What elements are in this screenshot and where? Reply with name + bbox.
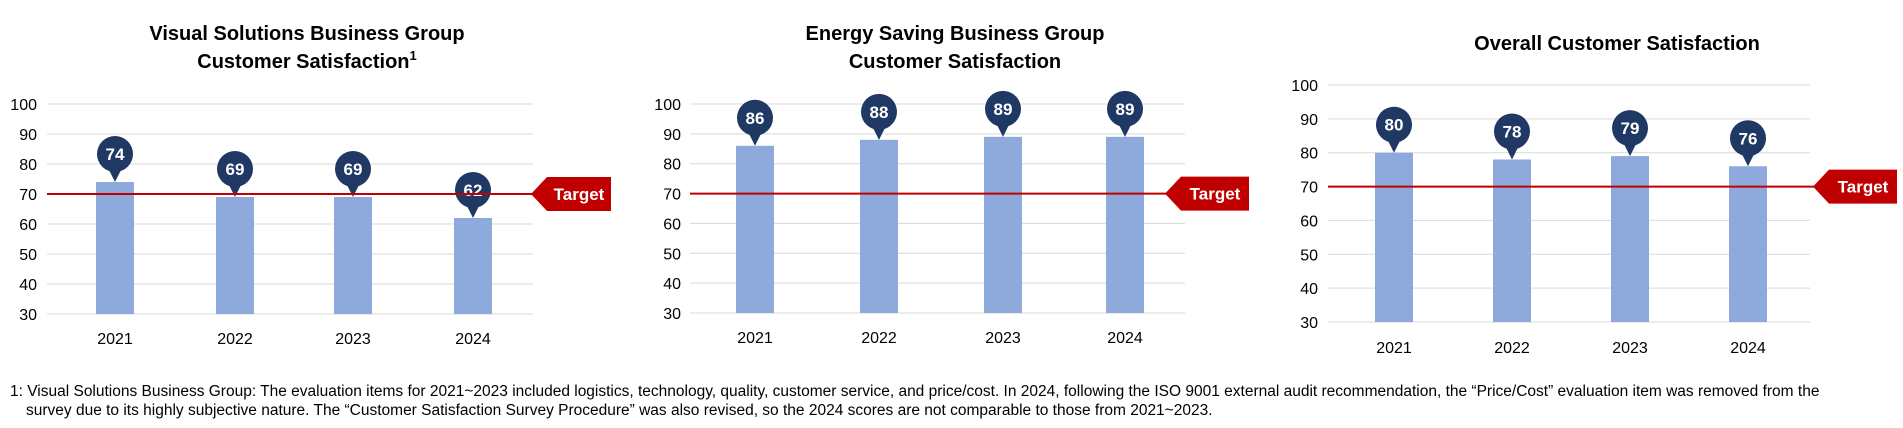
data-label: 76 [1739, 129, 1758, 148]
bar-2021 [96, 182, 134, 314]
value-bubble [985, 90, 1021, 127]
x-tick-label: 2021 [737, 330, 773, 347]
y-tick-label: 100 [654, 97, 681, 114]
bar-2022 [216, 197, 254, 314]
value-bubble [737, 99, 773, 136]
value-bubble [335, 151, 371, 187]
y-tick-label: 40 [19, 277, 37, 294]
x-tick-label: 2023 [335, 331, 371, 348]
value-bubble [1612, 110, 1648, 147]
y-tick-label: 100 [10, 97, 37, 114]
x-tick-label: 2024 [455, 331, 491, 348]
data-label: 62 [464, 181, 483, 200]
y-tick-label: 60 [1300, 213, 1318, 230]
y-tick-label: 30 [663, 306, 681, 323]
x-tick-label: 2023 [985, 330, 1021, 347]
value-bubble [861, 93, 897, 130]
x-tick-label: 2021 [1376, 340, 1412, 357]
x-tick-label: 2021 [97, 331, 133, 348]
footnote-line-2: survey due to its highly subjective natu… [26, 402, 1213, 419]
data-label: 86 [746, 109, 765, 128]
footnote-line-1: 1: Visual Solutions Business Group: The … [10, 383, 1820, 400]
bar-2021 [736, 145, 774, 313]
data-label: 69 [344, 160, 363, 179]
y-tick-label: 30 [19, 307, 37, 324]
y-tick-label: 40 [1300, 281, 1318, 298]
data-label: 88 [870, 103, 889, 122]
y-tick-label: 100 [1291, 78, 1318, 95]
data-label: 79 [1621, 119, 1640, 138]
data-label: 89 [994, 100, 1013, 119]
y-tick-label: 80 [19, 157, 37, 174]
y-tick-label: 70 [19, 187, 37, 204]
chart-title-line: Energy Saving Business Group [806, 23, 1105, 45]
target-arrow [531, 177, 611, 211]
target-label: Target [1838, 178, 1889, 197]
chart-title-line: Visual Solutions Business Group [149, 23, 464, 45]
y-tick-label: 90 [19, 127, 37, 144]
bar-2022 [860, 139, 898, 313]
chart-3: Overall Customer Satisfaction 30 40 50 60 70 8… [1291, 33, 1897, 357]
value-bubble [1730, 120, 1766, 157]
y-tick-label: 90 [1300, 112, 1318, 129]
chart-title-line: Customer Satisfaction1 [197, 48, 417, 73]
bar-2024 [1106, 136, 1144, 313]
y-tick-label: 80 [1300, 146, 1318, 163]
value-bubble [97, 136, 133, 172]
y-tick-label: 80 [663, 157, 681, 174]
bar-2021 [1375, 152, 1413, 322]
target-label: Target [1190, 185, 1241, 204]
x-tick-label: 2024 [1730, 340, 1766, 357]
value-bubble [1494, 113, 1530, 150]
title-superscript: 1 [410, 48, 417, 63]
y-tick-label: 50 [19, 247, 37, 264]
y-tick-label: 70 [1300, 180, 1318, 197]
data-label: 69 [226, 160, 245, 179]
y-tick-label: 50 [663, 246, 681, 263]
y-tick-label: 50 [1300, 247, 1318, 264]
chart-2: Energy Saving Business Group Customer Sat… [654, 23, 1249, 347]
y-tick-label: 30 [1300, 315, 1318, 332]
y-tick-label: 60 [663, 216, 681, 233]
y-tick-label: 70 [663, 187, 681, 204]
footnote: 1: Visual Solutions Business Group: The … [10, 382, 1895, 420]
chart-title-line: Customer Satisfaction [849, 51, 1061, 73]
data-label: 74 [106, 145, 125, 164]
x-tick-label: 2023 [1612, 340, 1648, 357]
value-bubble [1376, 106, 1412, 143]
value-bubble [217, 151, 253, 187]
bar-2023 [984, 136, 1022, 313]
data-label: 89 [1116, 100, 1135, 119]
bar-2023 [1611, 156, 1649, 322]
value-bubble [1107, 90, 1143, 127]
y-tick-label: 40 [663, 276, 681, 293]
y-tick-label: 90 [663, 127, 681, 144]
x-tick-label: 2022 [217, 331, 253, 348]
bar-2024 [1729, 166, 1767, 322]
chart-1: Visual Solutions Business Group Customer … [10, 23, 611, 348]
bar-2023 [334, 197, 372, 314]
target-arrow [1813, 169, 1897, 204]
x-tick-label: 2024 [1107, 330, 1143, 347]
chart-title-line: Overall Customer Satisfaction [1474, 33, 1760, 55]
bar-2022 [1493, 159, 1531, 322]
x-tick-label: 2022 [1494, 340, 1530, 357]
target-label: Target [554, 185, 605, 204]
x-tick-label: 2022 [861, 330, 897, 347]
data-label: 80 [1385, 116, 1404, 135]
data-label: 78 [1503, 122, 1522, 141]
value-bubble [455, 172, 491, 208]
target-arrow [1165, 176, 1249, 211]
charts-area: Visual Solutions Business Group Customer … [10, 23, 1897, 357]
y-tick-label: 60 [19, 217, 37, 234]
bar-2024 [454, 218, 492, 314]
